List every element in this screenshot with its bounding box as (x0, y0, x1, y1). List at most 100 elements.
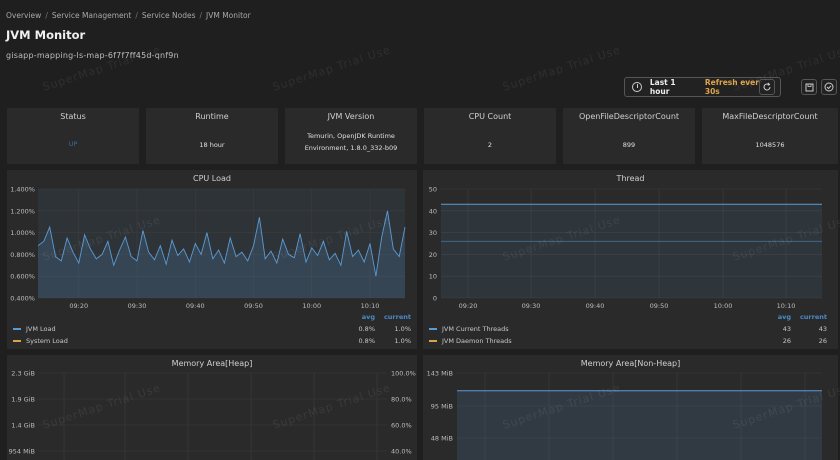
legend-series-name: System Load (26, 337, 68, 345)
legend-avg: 0.8% (358, 325, 375, 333)
y-tick-label: 1.000% (10, 229, 35, 237)
cpu-legend: avg current JVM Load 0.8% 1.0% System Lo… (13, 311, 411, 347)
legend-current: 1.0% (394, 325, 411, 333)
stat-value: 18 hour (199, 141, 225, 149)
x-tick-label: 10:00 (302, 302, 321, 310)
y-tick-label: 0.600% (10, 273, 35, 281)
y2-tick-label: 40.0% (391, 448, 412, 456)
stat-card-open-fd: OpenFileDescriptorCount 899 (563, 108, 695, 164)
stat-card-max-fd: MaxFileDescriptorCount 1048576 (702, 108, 838, 164)
legend-current: 1.0% (394, 337, 411, 345)
plot-area (441, 189, 822, 298)
legend-item-daemon-threads[interactable]: JVM Daemon Threads 26 26 (429, 335, 827, 347)
thread-chart[interactable]: 50 40 30 20 10 0 09:20 09:30 09:40 09:50 10:00 10:1… (423, 170, 838, 349)
save-button[interactable] (801, 79, 817, 95)
legend-current: 26 (818, 337, 827, 345)
legend-series-name: JVM Load (26, 325, 56, 333)
y-tick-label: 0.400% (10, 295, 35, 303)
series-swatch (429, 340, 437, 342)
stat-value: 1048576 (755, 141, 785, 149)
series-line-jvm-load (37, 210, 406, 277)
y2-tick-label: 100.0% (391, 370, 416, 378)
heap-chart[interactable]: 2.3 GiB 1.9 GiB 1.4 GiB 954 MiB 100.0% 80.0% 6… (7, 355, 417, 460)
y-tick-label: 2.3 GiB (11, 370, 35, 378)
legend-avg-header: avg (777, 313, 791, 321)
check-button[interactable] (821, 79, 837, 95)
legend-item-jvm-load[interactable]: JVM Load 0.8% 1.0% (13, 323, 411, 335)
stat-label: Runtime (195, 112, 229, 121)
breadcrumb-service-nodes[interactable]: Service Nodes (141, 11, 196, 20)
y-tick-label: 1.4 GiB (11, 422, 35, 430)
stat-label: CPU Count (468, 112, 512, 121)
panel-title: CPU Load (193, 174, 231, 183)
y-tick-label: 0.800% (10, 251, 35, 259)
node-subtitle: gisapp-mapping-ls-map-6f7f7ff45d-qnf9n (6, 51, 179, 60)
legend-series-name: JVM Current Threads (442, 325, 509, 333)
x-tick-label: 10:10 (777, 302, 796, 310)
breadcrumb: Overview / Service Management / Service Node… (6, 11, 251, 20)
y-tick-label: 10 (429, 273, 437, 281)
stat-label: MaxFileDescriptorCount (722, 112, 818, 121)
panel-cpu-load: CPU Load 1.400% 1.200% 1.000% 0.800% 0.600% 0… (7, 170, 417, 349)
y-tick-label: 143 MiB (427, 370, 453, 378)
stat-label: OpenFileDescriptorCount (578, 112, 680, 121)
y-tick-label: 1.9 GiB (11, 396, 35, 404)
page-title: JVM Monitor (6, 28, 86, 42)
nonheap-chart[interactable]: 143 MiB 95 MiB 48 MiB (423, 355, 838, 460)
x-tick-label: 09:40 (586, 302, 605, 310)
series-area-current-threads (441, 204, 822, 298)
plot-area (457, 373, 822, 460)
stat-label: Status (60, 112, 86, 121)
panel-title: Memory Area[Non-Heap] (580, 359, 681, 368)
x-tick-label: 10:00 (714, 302, 733, 310)
stat-value: 899 (622, 141, 636, 149)
status-badge: UP (68, 140, 78, 148)
check-icon (824, 82, 834, 92)
legend-current: 43 (818, 325, 827, 333)
legend-item-system-load[interactable]: System Load 0.8% 1.0% (13, 335, 411, 347)
y-tick-label: 95 MiB (431, 403, 453, 411)
panel-memory-nonheap: Memory Area[Non-Heap] 143 MiB 95 MiB 48 Mi… (423, 355, 838, 460)
stat-card-cpu-count: CPU Count 2 (424, 108, 556, 164)
x-tick-label: 09:40 (186, 302, 205, 310)
y-tick-label: 1.400% (10, 186, 35, 194)
plot-area (38, 189, 405, 298)
x-tick-label: 09:20 (459, 302, 478, 310)
panel-thread: Thread 50 40 30 20 10 0 09:20 09:30 09:40 09:50 10… (423, 170, 838, 349)
legend-avg-header: avg (361, 313, 375, 321)
time-range-picker[interactable]: Last 1 hour Refresh every 30s (624, 77, 781, 97)
x-tick-label: 09:50 (650, 302, 669, 310)
x-tick-label: 10:10 (361, 302, 380, 310)
legend-current-header: current (383, 313, 411, 321)
stat-label: JVM Version (327, 112, 375, 121)
watermark: SuperMap Trial Use (501, 43, 623, 94)
stat-card-status: Status UP (7, 108, 139, 164)
y-tick-label: 30 (429, 229, 437, 237)
series-area-nonheap-used (457, 390, 822, 460)
series-swatch (13, 328, 21, 330)
save-icon (805, 83, 813, 91)
y-tick-label: 0 (433, 295, 437, 303)
y2-tick-label: 80.0% (391, 396, 412, 404)
legend-avg: 43 (782, 325, 791, 333)
y-tick-label: 20 (429, 251, 437, 259)
y-tick-label: 48 MiB (431, 435, 453, 443)
x-tick-label: 09:50 (244, 302, 263, 310)
refresh-icon (763, 82, 771, 91)
breadcrumb-service-management[interactable]: Service Management (51, 11, 132, 20)
cpu-load-chart[interactable]: 1.400% 1.200% 1.000% 0.800% 0.600% 0.400% 09:2… (7, 170, 417, 349)
panel-title: Memory Area[Heap] (171, 359, 253, 368)
legend-series-name: JVM Daemon Threads (442, 337, 512, 345)
legend-item-current-threads[interactable]: JVM Current Threads 43 43 (429, 323, 827, 335)
y-tick-label: 40 (429, 207, 437, 215)
breadcrumb-overview[interactable]: Overview (6, 11, 42, 20)
x-tick-label: 09:20 (69, 302, 88, 310)
refresh-button[interactable] (759, 79, 775, 95)
refresh-interval-label: Refresh every 30s (704, 78, 764, 96)
y-tick-label: 1.200% (10, 207, 35, 215)
series-swatch (429, 328, 437, 330)
legend-current-header: current (799, 313, 827, 321)
series-swatch (13, 340, 21, 342)
series-area-jvm-load (38, 210, 405, 298)
panel-memory-heap: Memory Area[Heap] 2.3 GiB 1.9 GiB 1.4 GiB 9… (7, 355, 417, 460)
